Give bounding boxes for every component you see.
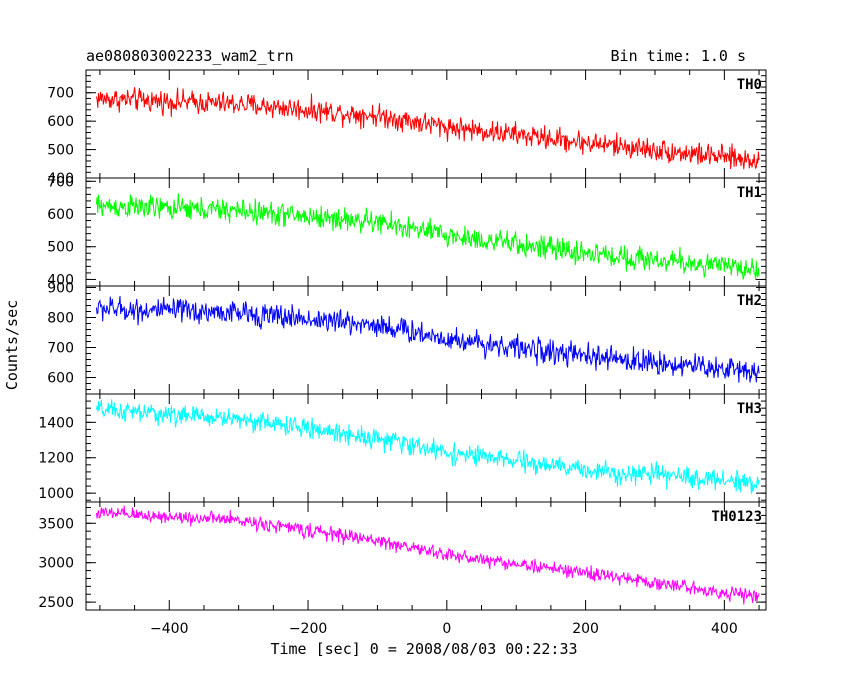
y-tick-label: 3000 — [38, 556, 74, 572]
panel-th0123: 2500 3000 3500 TH0123 — [38, 501, 767, 611]
y-tick-label: 500 — [47, 143, 74, 159]
y-tick-label: 600 — [47, 371, 74, 387]
y-tick-label: 700 — [47, 86, 74, 102]
series-line-th2 — [95, 295, 760, 383]
x-tick-label: −200 — [289, 621, 327, 637]
series-line-th3 — [95, 399, 760, 494]
panel-th0: 400 500 600 700 TH0 — [47, 69, 767, 187]
y-tick-label: 400 — [47, 171, 74, 187]
y-tick-label: 700 — [47, 341, 74, 357]
y-tick-label: 1400 — [38, 415, 74, 431]
y-tick-label: 3500 — [38, 516, 74, 532]
x-axis-label: Time [sec] 0 = 2008/08/03 00:22:33 — [270, 640, 577, 658]
x-tick-label: −400 — [150, 621, 188, 637]
panel-th2: 600 700 800 900 TH2 — [47, 281, 767, 395]
panel-th3: 1000 1200 1400 TH3 — [38, 393, 767, 503]
series-label-th3: TH3 — [737, 401, 762, 417]
y-tick-label: 600 — [47, 207, 74, 223]
panel-th1: 400 500 600 700 TH1 — [47, 174, 767, 288]
x-tick-label: 200 — [572, 621, 599, 637]
series-label-th2: TH2 — [737, 293, 762, 309]
y-tick-label: 400 — [47, 272, 74, 288]
series-label-th0123: TH0123 — [711, 509, 762, 525]
series-line-th1 — [95, 193, 760, 280]
x-tick-label: 0 — [442, 621, 451, 637]
y-tick-label: 500 — [47, 240, 74, 256]
y-tick-label: 700 — [47, 174, 74, 190]
series-line-th0 — [95, 87, 760, 170]
chart-title: ae080803002233_wam2_trn — [86, 47, 294, 65]
y-tick-label: 2500 — [38, 595, 74, 611]
series-label-th1: TH1 — [737, 185, 762, 201]
y-tick-label: 600 — [47, 114, 74, 130]
series-label-th0: TH0 — [737, 77, 762, 93]
panel-frame — [85, 285, 767, 395]
y-tick-label: 800 — [47, 311, 74, 327]
panel-frame — [85, 501, 767, 611]
panel-frame — [85, 393, 767, 503]
y-tick-label: 1200 — [38, 451, 74, 467]
y-axis-label: Counts/sec — [3, 300, 21, 390]
series-line-th0123 — [95, 505, 760, 605]
y-tick-label: 900 — [47, 281, 74, 297]
y-tick-label: 1000 — [38, 486, 74, 502]
x-tick-label: 400 — [711, 621, 738, 637]
bin-time-label: Bin time: 1.0 s — [611, 47, 746, 65]
